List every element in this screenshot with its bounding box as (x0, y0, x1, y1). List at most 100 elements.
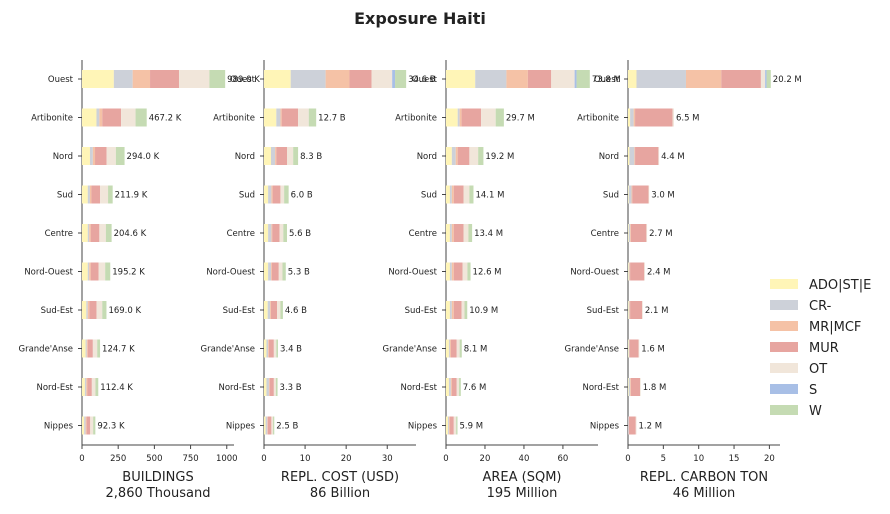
bar-segment (446, 263, 450, 281)
bar-segment (629, 147, 634, 165)
bar-segment (102, 109, 121, 127)
bar-segment (459, 378, 461, 396)
x-tick-label: 10 (300, 454, 311, 464)
x-tick-label: 500 (146, 454, 162, 464)
bar-segment (309, 109, 316, 127)
x-axis-subtitle: 195 Million (487, 486, 558, 501)
bar-segment (636, 417, 637, 435)
bar-segment (82, 109, 96, 127)
bar-segment (457, 340, 460, 358)
bar-segment (93, 147, 95, 165)
bar-segment (631, 378, 640, 396)
bar-segment (639, 340, 640, 358)
value-label: 2.1 M (645, 306, 669, 316)
value-label: 20.2 M (773, 75, 802, 85)
bar-segment (266, 378, 268, 396)
bar-segment (121, 109, 135, 127)
bar-segment (460, 109, 462, 127)
bar-segment (450, 263, 452, 281)
bar-segment (628, 340, 629, 358)
bar-segment (87, 340, 88, 358)
bar-segment (82, 263, 88, 281)
bar-segment (291, 70, 326, 88)
value-label: 6.5 M (676, 114, 700, 124)
category-label: Grande'Anse (383, 345, 438, 355)
bar-segment (630, 263, 644, 281)
bar-segment (475, 70, 506, 88)
bar-segment (136, 109, 147, 127)
bar-segment (372, 70, 393, 88)
bar-segment (767, 70, 771, 88)
value-label: 204.6 K (114, 229, 147, 239)
bar-segment (454, 186, 464, 204)
bar-segment (268, 417, 272, 435)
bar-segment (629, 186, 632, 204)
bar-segment (452, 224, 454, 242)
bar-segment (283, 224, 287, 242)
category-label: Nord-Est (219, 383, 256, 393)
bar-segment (469, 147, 478, 165)
bar-segment (270, 301, 271, 319)
category-label: Sud (421, 191, 437, 201)
bar-segment (84, 417, 85, 435)
bar-segment (88, 263, 89, 281)
bar-segment (446, 301, 450, 319)
value-label: 294.0 K (127, 152, 160, 162)
bar-segment (658, 147, 659, 165)
category-label: Nord (599, 152, 619, 162)
bar-segment (264, 186, 268, 204)
bar-segment (88, 378, 92, 396)
bar-segment (274, 378, 276, 396)
bar-segment (279, 263, 283, 281)
bar-segment (635, 147, 658, 165)
bar-segment (628, 263, 629, 281)
value-label: 169.0 K (108, 306, 141, 316)
bar-segment (82, 340, 86, 358)
bar-segment (269, 340, 274, 358)
bar-segment (528, 70, 551, 88)
bar-segment (90, 417, 93, 435)
bar-segment (89, 224, 90, 242)
category-label: Nord-Est (401, 383, 438, 393)
category-label: Nippes (226, 422, 256, 432)
bar-segment (673, 109, 674, 127)
bar-segment (298, 109, 309, 127)
legend-swatch (770, 384, 798, 394)
bar-segment (452, 378, 457, 396)
bar-segment (86, 301, 87, 319)
bar-segment (481, 109, 496, 127)
bar-segment (454, 301, 462, 319)
legend-swatch (770, 321, 798, 331)
x-tick-label: 5 (661, 454, 666, 464)
bar-segment (275, 147, 276, 165)
bar-segment (450, 301, 452, 319)
value-label: 6.0 B (291, 191, 313, 201)
x-tick-label: 0 (261, 454, 266, 464)
value-label: 211.9 K (115, 191, 148, 201)
bar-segment (264, 301, 268, 319)
bar-segment (632, 186, 648, 204)
category-label: Artibonite (577, 114, 619, 124)
bar-segment (269, 378, 270, 396)
x-axis-subtitle: 2,860 Thousand (106, 486, 211, 501)
value-label: 4.6 B (285, 306, 307, 316)
value-label: 1.8 M (643, 383, 667, 393)
bar-segment (765, 70, 766, 88)
category-label: Grande'Anse (19, 345, 74, 355)
value-label: 13.4 M (474, 229, 503, 239)
bar-segment (268, 263, 271, 281)
category-label: Centre (591, 229, 619, 239)
bar-segment (452, 147, 456, 165)
bar-segment (100, 186, 108, 204)
bar-segment (88, 224, 89, 242)
bar-segment (634, 109, 635, 127)
bar-segment (82, 378, 85, 396)
category-label: Nord-Ouest (570, 268, 619, 278)
bar-segment (644, 263, 645, 281)
value-label: 8.1 M (464, 345, 488, 355)
bar-segment (88, 301, 89, 319)
value-label: 29.7 M (506, 114, 535, 124)
bar-segment (99, 224, 106, 242)
bar-segment (630, 301, 642, 319)
bar-segment (89, 263, 90, 281)
